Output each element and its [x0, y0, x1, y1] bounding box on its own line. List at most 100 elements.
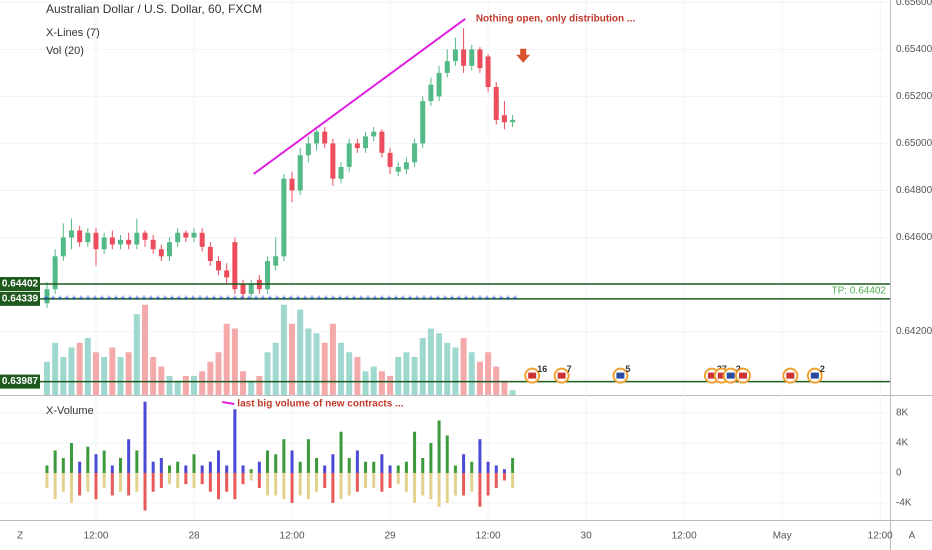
xvolume-neg: [143, 472, 147, 511]
xvolume-pos: [192, 454, 196, 473]
xvolume-pos: [380, 454, 384, 473]
y-tick-label: 0.65200: [896, 91, 932, 102]
x-tick-label: 12:00: [476, 531, 501, 542]
xvolume-pos: [413, 431, 417, 473]
volume-bar: [411, 357, 418, 395]
cross-marker: +: [316, 293, 321, 303]
xvolume-neg: [241, 472, 245, 485]
cross-marker: +: [323, 293, 328, 303]
xvolume-neg: [184, 472, 188, 485]
volume-bar: [150, 357, 157, 395]
volume-bar: [452, 347, 459, 395]
candle-body: [77, 230, 83, 243]
volume-bar: [378, 371, 385, 395]
xvolume-neg: [372, 472, 376, 488]
marks: [43, 28, 516, 511]
level-label-box: [0, 277, 40, 292]
cross-marker: +: [162, 293, 167, 303]
volume-bar: [501, 380, 508, 395]
xvolume-pos: [127, 439, 131, 473]
cross-marker: +: [358, 293, 363, 303]
cross-marker: +: [295, 293, 300, 303]
volume-bar: [207, 361, 214, 395]
volume-bar: [182, 376, 189, 395]
xvolume-pos: [143, 401, 147, 473]
cross-marker: +: [127, 293, 132, 303]
xvolume-pos: [290, 450, 294, 473]
annotation-pointer: [222, 400, 235, 405]
candle-body: [371, 131, 377, 137]
event-flag: [528, 372, 537, 379]
xvolume-neg: [151, 472, 155, 492]
volume-bar: [76, 342, 83, 395]
event-count: 7: [567, 364, 572, 374]
xvolume-pos: [184, 465, 188, 473]
xvolume-neg: [364, 472, 368, 488]
cross-marker: +: [64, 293, 69, 303]
cross-marker: +: [71, 293, 76, 303]
xvolume-pos: [494, 465, 498, 473]
xvolume-pos: [94, 454, 98, 473]
cross-marker: +: [50, 293, 55, 303]
y-tick-label: 0.64800: [896, 185, 932, 196]
candle-body: [142, 232, 148, 240]
candle-body: [158, 249, 164, 257]
cross-marker: +: [442, 293, 447, 303]
corner-button[interactable]: A: [909, 531, 916, 542]
cross-marker: +: [435, 293, 440, 303]
candle-body: [403, 162, 409, 170]
cross-marker: +: [267, 293, 272, 303]
y-tick-label: 0.64200: [896, 326, 932, 337]
trendline: [253, 18, 466, 175]
xvolume-neg: [86, 472, 90, 492]
candle-body: [469, 49, 475, 66]
xvolume-neg: [192, 472, 196, 488]
xvolume-pos: [233, 409, 237, 473]
candle-body: [305, 143, 311, 156]
volume-bar: [199, 371, 206, 395]
cross-marker: +: [99, 293, 104, 303]
volume-bar: [191, 376, 198, 395]
candle-body: [207, 246, 213, 261]
cross-marker: +: [274, 293, 279, 303]
xvolume-pos: [429, 442, 433, 473]
event-flag: [786, 372, 795, 379]
cross-marker: +: [470, 293, 475, 303]
event-count: 16: [537, 364, 547, 374]
xvolume-neg: [69, 472, 73, 503]
volume-bar: [223, 323, 230, 395]
xvolume-neg: [502, 472, 506, 481]
volume-bar: [92, 352, 99, 395]
volume-bar: [60, 357, 67, 395]
xvolume-pos: [135, 450, 139, 473]
xvolume-pos: [404, 461, 408, 473]
candle-body: [199, 232, 205, 247]
chart-title: Australian Dollar / U.S. Dollar, 60, FXC…: [46, 2, 262, 16]
cross-marker: +: [449, 293, 454, 303]
xvolume-neg: [323, 472, 327, 488]
xvolume-pos: [61, 457, 65, 473]
cross-marker: +: [400, 293, 405, 303]
cross-marker: +: [85, 293, 90, 303]
corner-button[interactable]: Z: [17, 531, 23, 542]
cross-marker: +: [246, 293, 251, 303]
xvolume-pos: [331, 454, 335, 473]
cross-marker: +: [393, 293, 398, 303]
xvolume-neg: [494, 472, 498, 488]
xvolume-pos: [437, 420, 441, 473]
volume-bar: [43, 361, 50, 395]
event-flag: [810, 372, 819, 379]
volume-bar: [240, 371, 247, 395]
volume-bar: [52, 342, 59, 395]
volume-bar: [109, 347, 116, 395]
xvolume-neg: [78, 472, 82, 496]
pane-title: X-Volume: [46, 405, 94, 417]
volume-bar: [84, 338, 91, 395]
xvolume-pos: [511, 457, 515, 473]
candle-body: [68, 230, 74, 238]
candle-body: [436, 72, 442, 97]
candle-body: [338, 166, 344, 179]
volume-bar: [476, 361, 483, 395]
cross-marker: +: [57, 293, 62, 303]
